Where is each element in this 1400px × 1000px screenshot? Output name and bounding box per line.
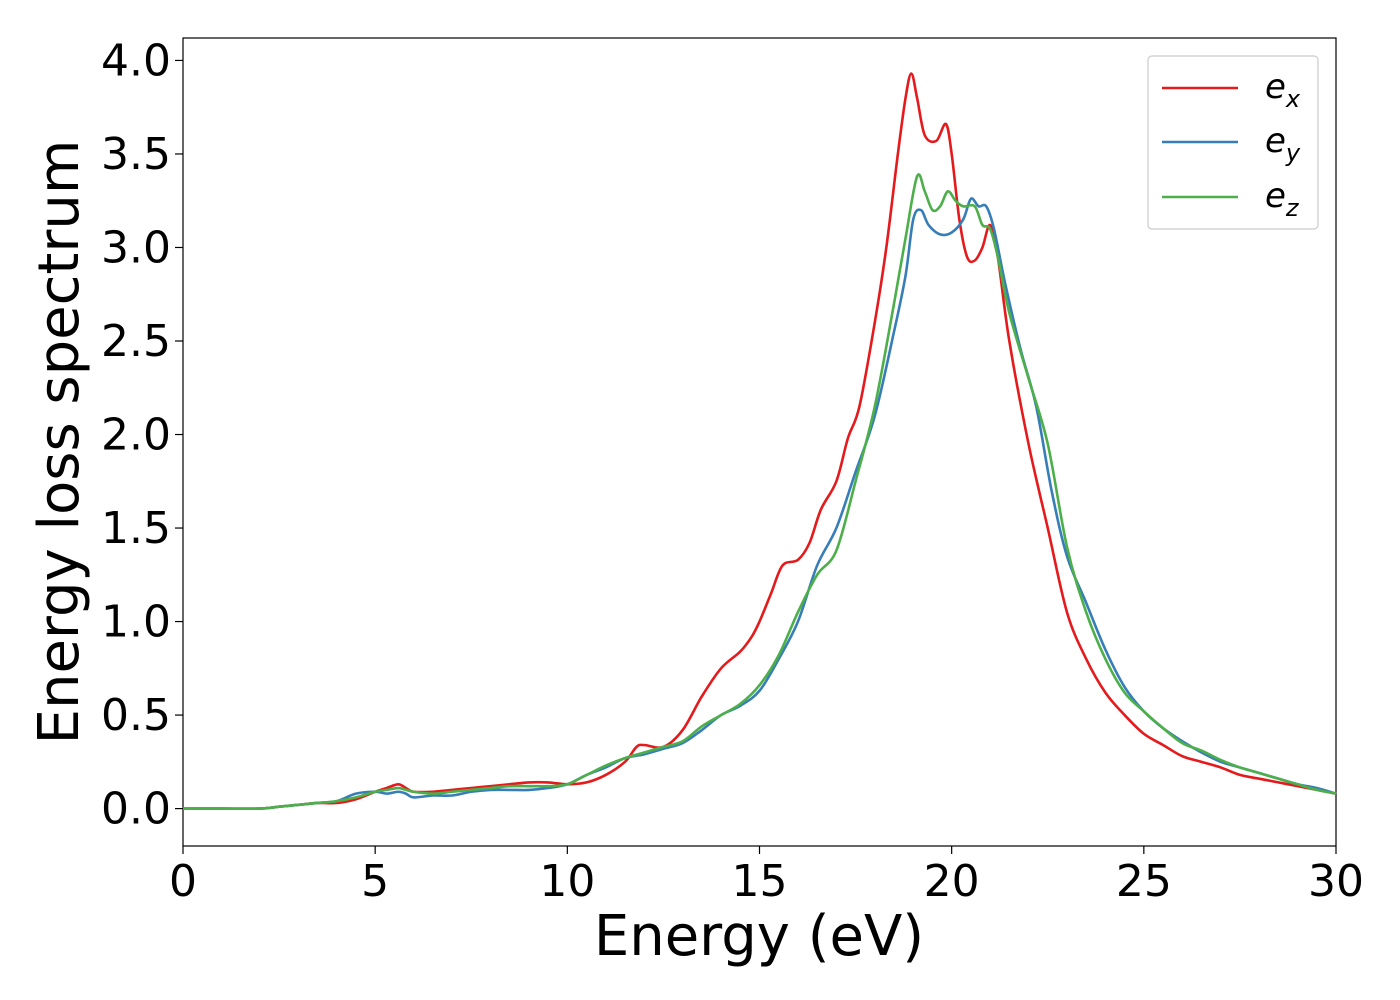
x-tick-label: 20 [924,856,980,907]
x-tick-label: 5 [361,856,389,907]
y-tick-label: 0.0 [101,784,171,835]
y-axis-ticks: 0.0 0.5 1.0 1.5 2.0 2.5 3.0 3.5 4.0 [101,35,183,835]
x-axis-ticks: 0 5 10 15 20 25 30 [169,846,1364,907]
legend-label: ex [1265,67,1301,113]
legend-item-z: ez [1162,176,1300,222]
y-tick-label: 1.5 [101,503,171,554]
x-tick-label: 15 [732,856,788,907]
legend-item-x: ex [1162,67,1301,113]
legend-label: ez [1265,176,1300,222]
y-tick-label: 1.0 [101,597,171,648]
y-tick-label: 3.5 [101,129,171,180]
y-tick-label: 4.0 [101,35,171,86]
series-lines [183,72,1337,811]
series-line-z [183,173,1337,811]
y-tick-label: 0.5 [101,690,171,741]
x-tick-label: 10 [539,856,595,907]
y-tick-label: 3.0 [101,222,171,273]
x-tick-label: 25 [1116,856,1172,907]
legend-item-y: ey [1162,121,1301,167]
series-line-y [183,197,1337,811]
legend: ex ey ez [1147,55,1319,230]
y-axis-label: Energy loss spectrum [27,140,92,745]
x-axis-label: Energy (eV) [594,904,924,969]
x-tick-label: 30 [1308,856,1364,907]
x-tick-label: 0 [169,856,197,907]
y-tick-label: 2.5 [101,316,171,367]
legend-label: ey [1265,121,1301,167]
y-tick-label: 2.0 [101,410,171,461]
